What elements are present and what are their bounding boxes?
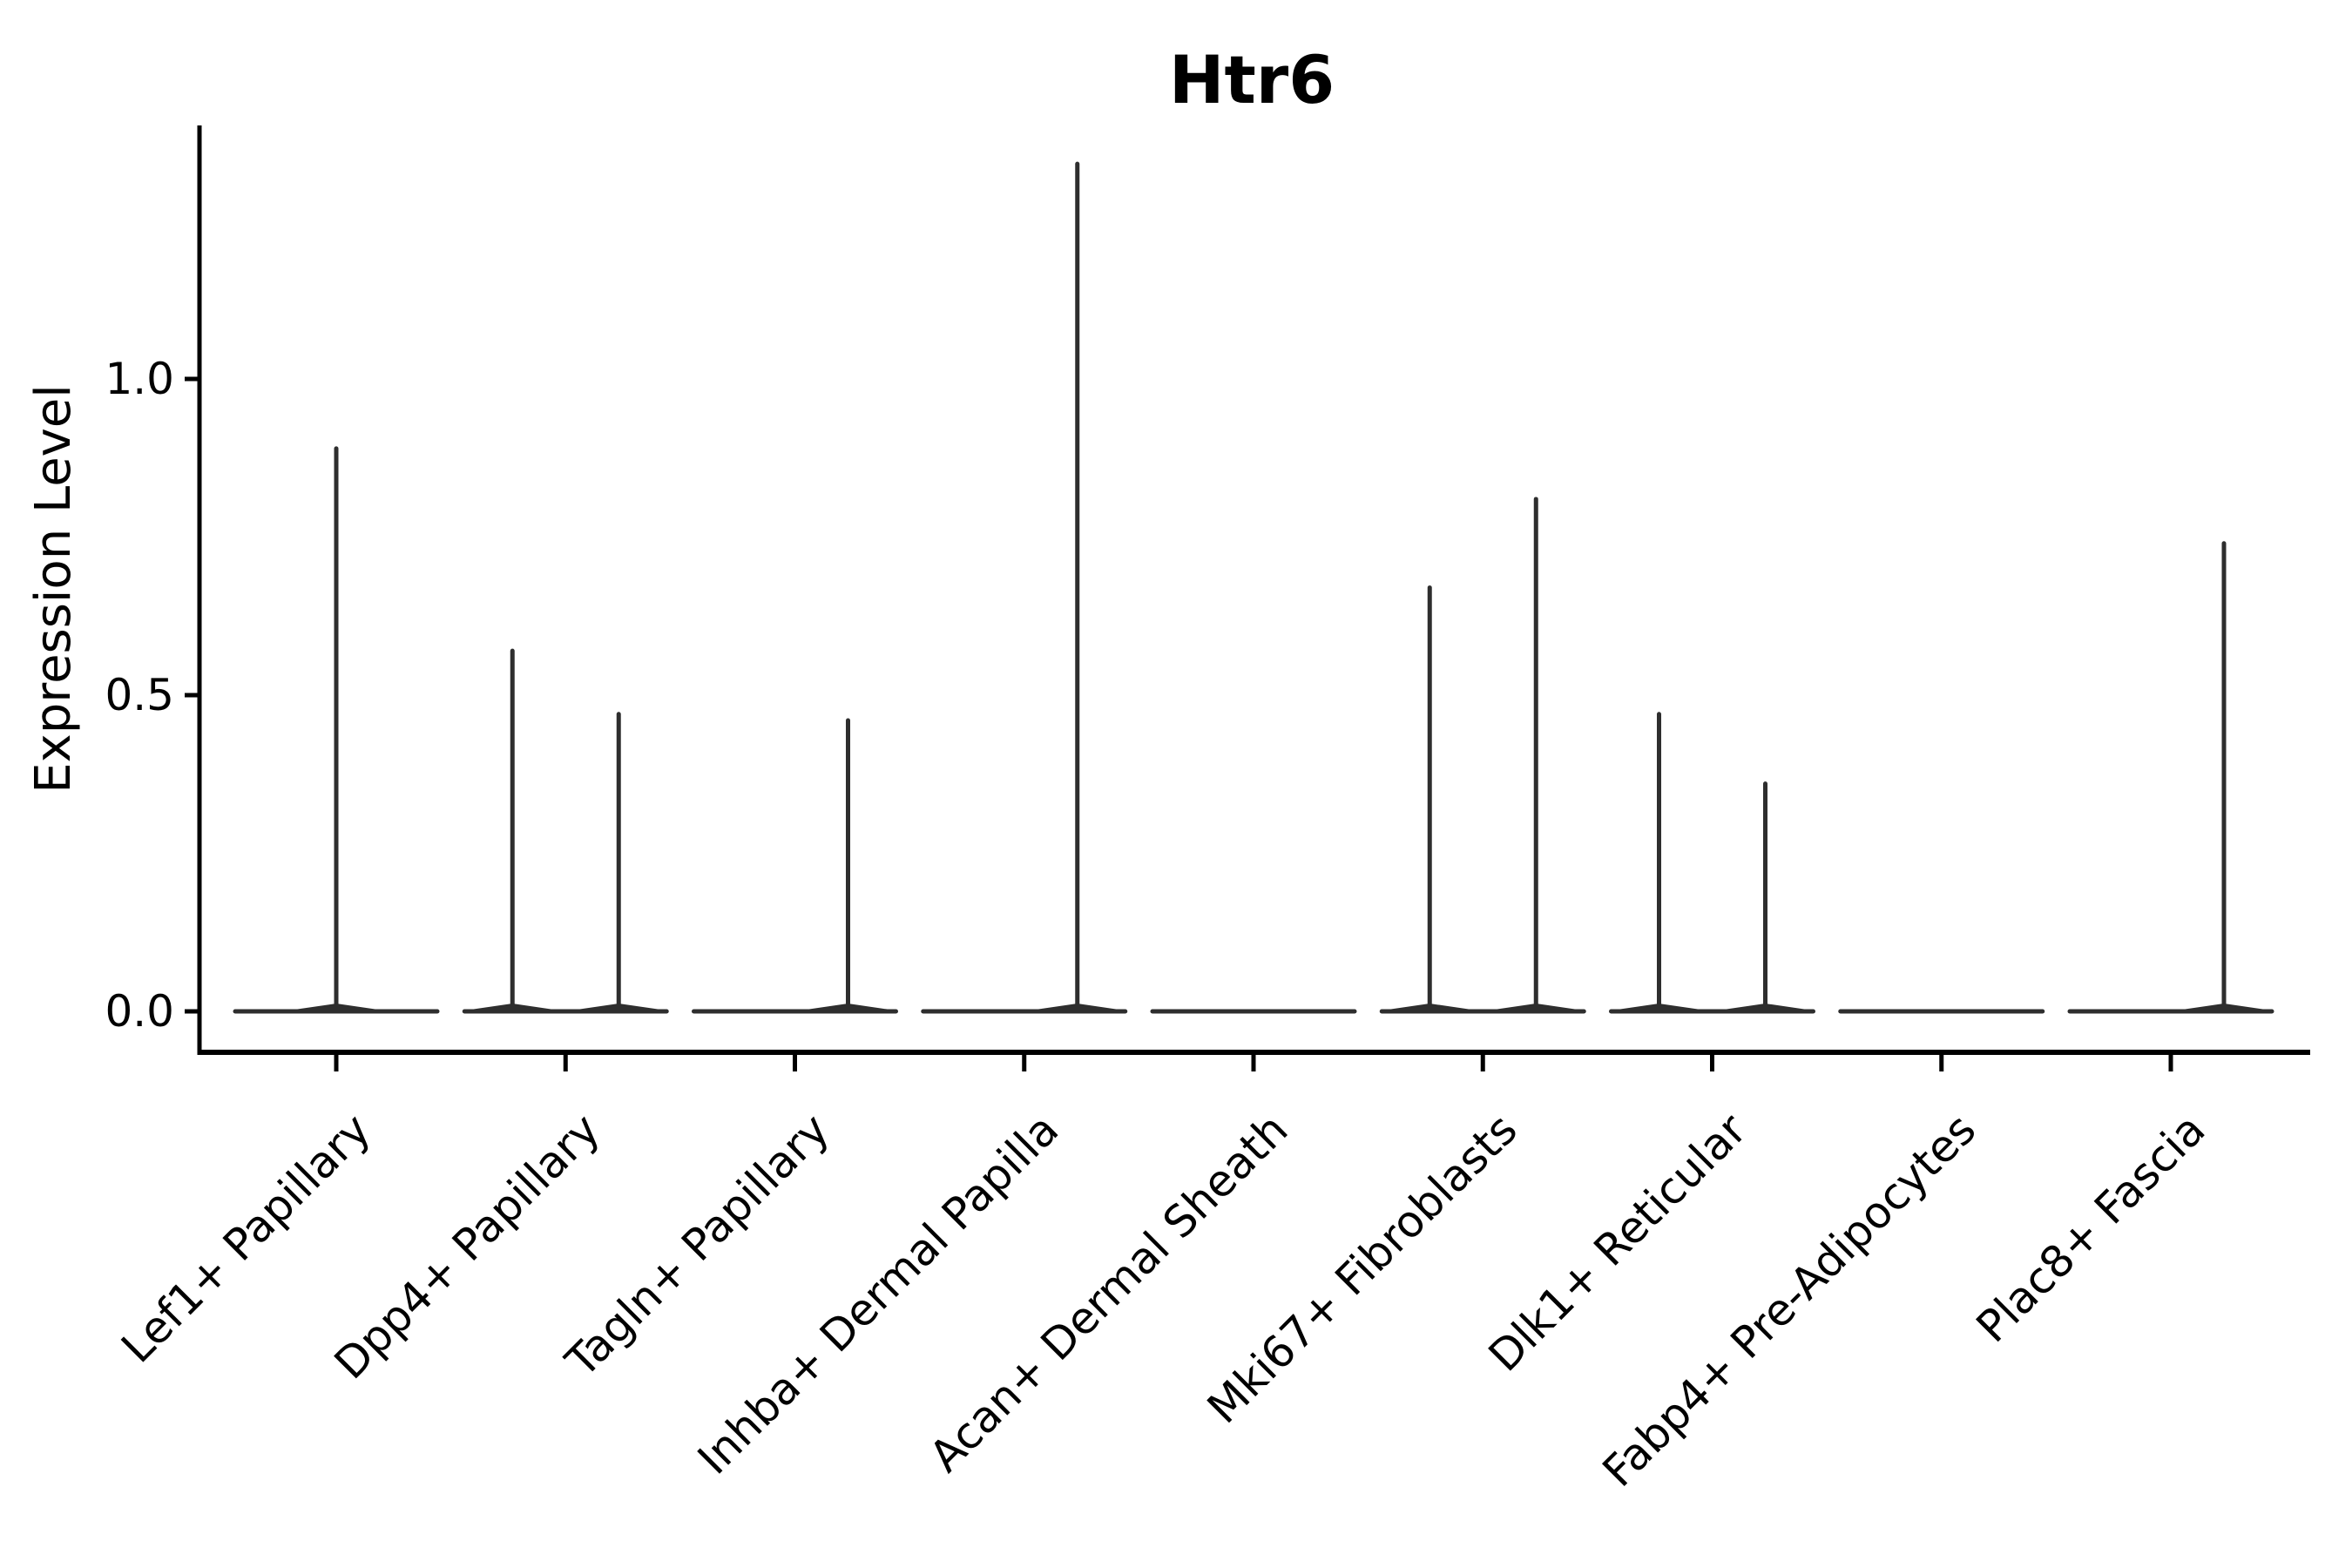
violin-layer <box>233 161 2274 1014</box>
x-tick-label: Lef1+ Papillary <box>112 1104 380 1372</box>
y-tick-label: 0.0 <box>105 986 174 1037</box>
y-tick-label: 0.5 <box>105 670 174 720</box>
y-axis-label: Expression Level <box>25 384 82 794</box>
x-tick-label: Fabp4+ Pre-Adipocytes <box>1593 1104 1986 1497</box>
y-tick-label: 1.0 <box>105 354 174 404</box>
chart-title: Htr6 <box>1169 41 1335 118</box>
x-tick-label: Plac8+ Fascia <box>1967 1104 2215 1352</box>
